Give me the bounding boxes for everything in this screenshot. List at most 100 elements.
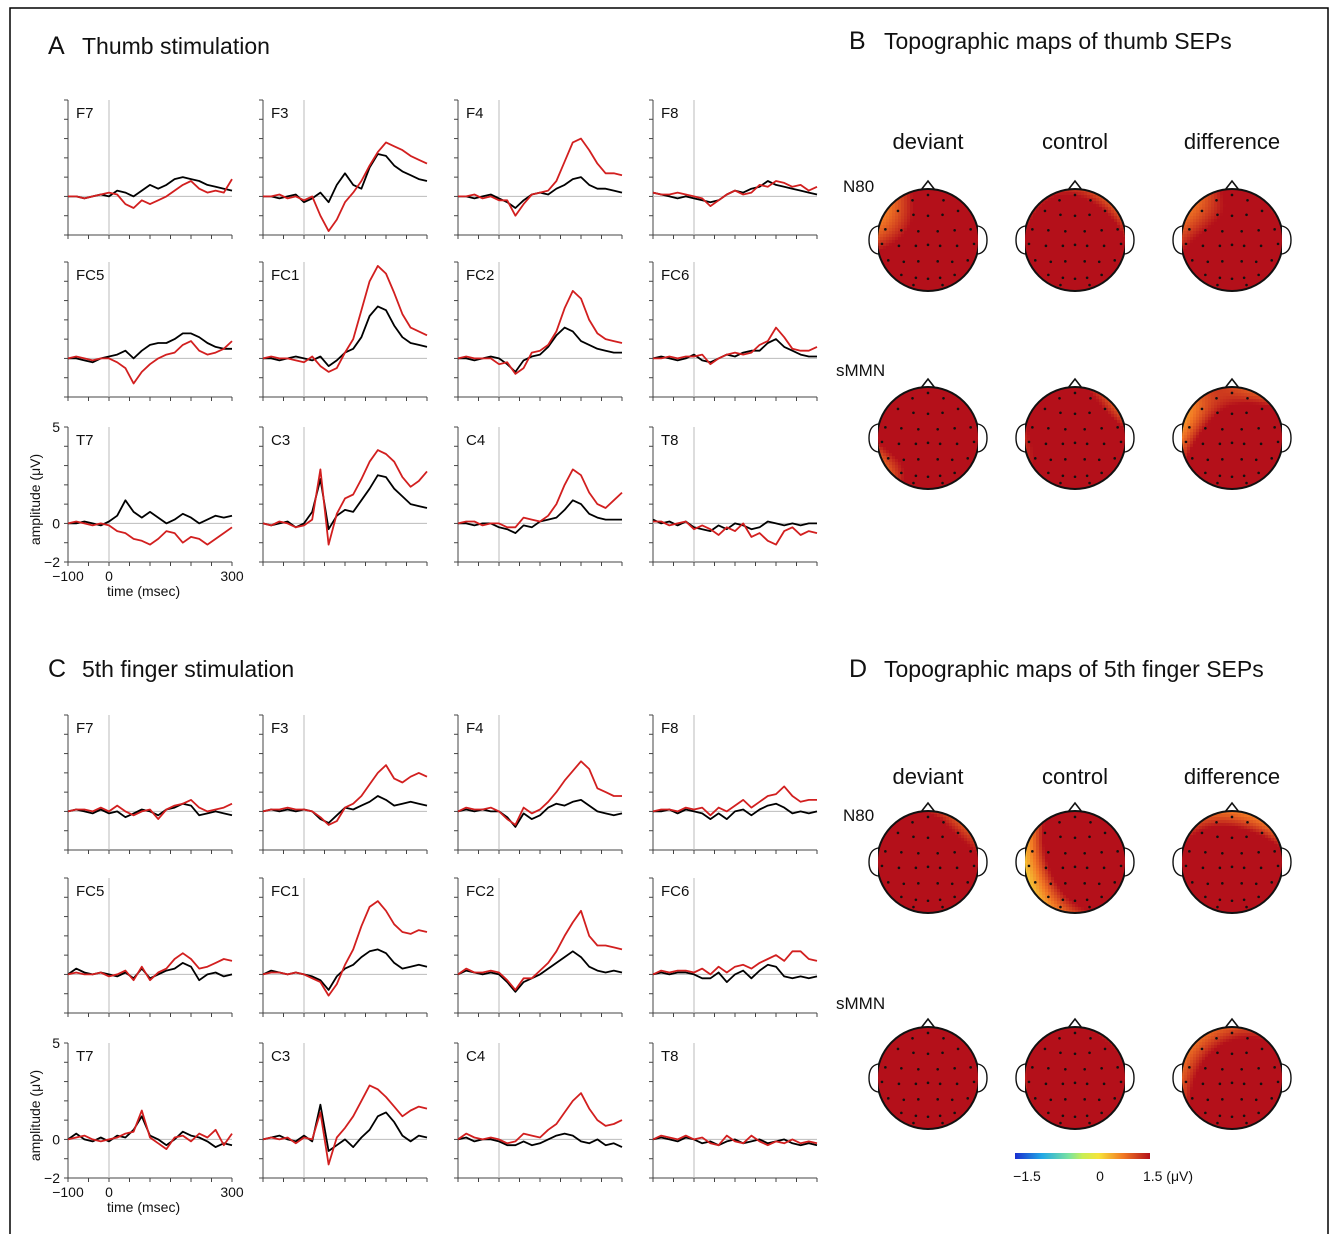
topo-cell	[1045, 264, 1049, 268]
topo-cell	[1039, 219, 1043, 223]
topo-cell	[958, 243, 962, 247]
topo-cell	[1205, 234, 1209, 238]
topo-cell	[949, 480, 953, 484]
topo-cell	[1108, 267, 1112, 271]
topo-cell	[1196, 249, 1200, 253]
topo-cell	[940, 426, 944, 430]
topo-cell	[1060, 258, 1064, 262]
topo-cell	[1096, 405, 1100, 409]
topo-cell	[922, 420, 926, 424]
topo-cell	[1241, 249, 1245, 253]
topo-cell	[1211, 267, 1215, 271]
topo-cell	[1096, 420, 1100, 424]
topo-cell	[928, 267, 932, 271]
topo-cell	[922, 204, 926, 208]
topo-cell	[1054, 255, 1058, 259]
topo-cell	[1060, 402, 1064, 406]
topo-cell	[1036, 246, 1040, 250]
topo-cell	[904, 213, 908, 217]
topo-cell	[1072, 399, 1076, 403]
topo-cell	[892, 450, 896, 454]
topo-cell	[934, 393, 938, 397]
topo-cell	[1033, 213, 1037, 217]
topo-cell	[925, 396, 929, 400]
topo-cell	[883, 234, 887, 238]
topo-cell	[1081, 225, 1085, 229]
topo-cell	[946, 246, 950, 250]
topo-cell	[1253, 279, 1257, 283]
topo-cell	[895, 432, 899, 436]
topo-cell	[928, 240, 932, 244]
topo-cell	[901, 234, 905, 238]
electrode-dot	[1058, 198, 1061, 202]
topo-cell	[1226, 249, 1230, 253]
topo-cell	[1247, 261, 1251, 265]
topo-cell	[1054, 273, 1058, 277]
topo-cell	[901, 255, 905, 259]
topo-cell	[1244, 282, 1248, 286]
topo-cell	[964, 210, 968, 214]
topo-cell	[904, 414, 908, 418]
topo-cell	[1033, 423, 1037, 427]
topo-cell	[925, 261, 929, 265]
topo-cell	[961, 228, 965, 232]
topo-cell	[1253, 210, 1257, 214]
topo-cell	[1208, 216, 1212, 220]
topo-cell	[1259, 210, 1263, 214]
topo-cell	[1214, 237, 1218, 241]
topo-cell	[1111, 237, 1115, 241]
topo-cell	[907, 273, 911, 277]
topo-cell	[1217, 240, 1221, 244]
topo-cell	[931, 282, 935, 286]
topo-cell	[898, 225, 902, 229]
topo-cell	[1220, 210, 1224, 214]
topo-cell	[883, 459, 887, 463]
topo-cell	[925, 390, 929, 394]
topo-cell	[1057, 225, 1061, 229]
electrode-dot	[966, 259, 970, 262]
topo-cell	[931, 228, 935, 232]
topo-cell	[1033, 216, 1037, 220]
topo-cell	[973, 228, 977, 232]
topo-cell	[973, 249, 977, 253]
topo-cell	[1048, 207, 1052, 211]
topo-cell	[1114, 408, 1118, 412]
electrode-dot	[936, 427, 939, 431]
topo-cell	[1057, 216, 1061, 220]
topo-cell	[1208, 198, 1212, 202]
topo-cell	[1274, 252, 1278, 256]
topo-cell	[1259, 207, 1263, 211]
topo-cell	[946, 216, 950, 220]
topo-cell	[916, 240, 920, 244]
topo-cell	[958, 267, 962, 271]
topo-cell	[1268, 216, 1272, 220]
topo-cell	[1093, 234, 1097, 238]
topo-cell	[886, 237, 890, 241]
topo-cell	[1244, 198, 1248, 202]
topo-cell	[1105, 417, 1109, 421]
topo-cell	[1238, 228, 1242, 232]
topo-cell	[1099, 420, 1103, 424]
topo-cell	[1108, 264, 1112, 268]
electrode-dot	[1073, 214, 1077, 218]
topo-cell	[958, 264, 962, 268]
nose	[920, 179, 936, 191]
topo-cell	[1217, 234, 1221, 238]
topo-cell	[1096, 237, 1100, 241]
topo-cell	[973, 450, 977, 454]
topo-cell	[1090, 261, 1094, 265]
topo-cell	[1244, 216, 1248, 220]
topo-cell	[1226, 282, 1230, 286]
topo-cell	[1280, 243, 1283, 247]
topo-cell	[922, 444, 926, 448]
topo-cell	[1111, 228, 1115, 232]
topo-cell	[892, 204, 896, 208]
topo-cell	[1190, 219, 1194, 223]
topo-cell	[898, 402, 902, 406]
topo-cell	[892, 234, 896, 238]
topo-cell	[931, 447, 935, 451]
topo-cell	[937, 249, 941, 253]
topo-cell	[892, 453, 896, 457]
topo-cell	[1268, 255, 1272, 259]
topo-cell	[919, 258, 923, 262]
